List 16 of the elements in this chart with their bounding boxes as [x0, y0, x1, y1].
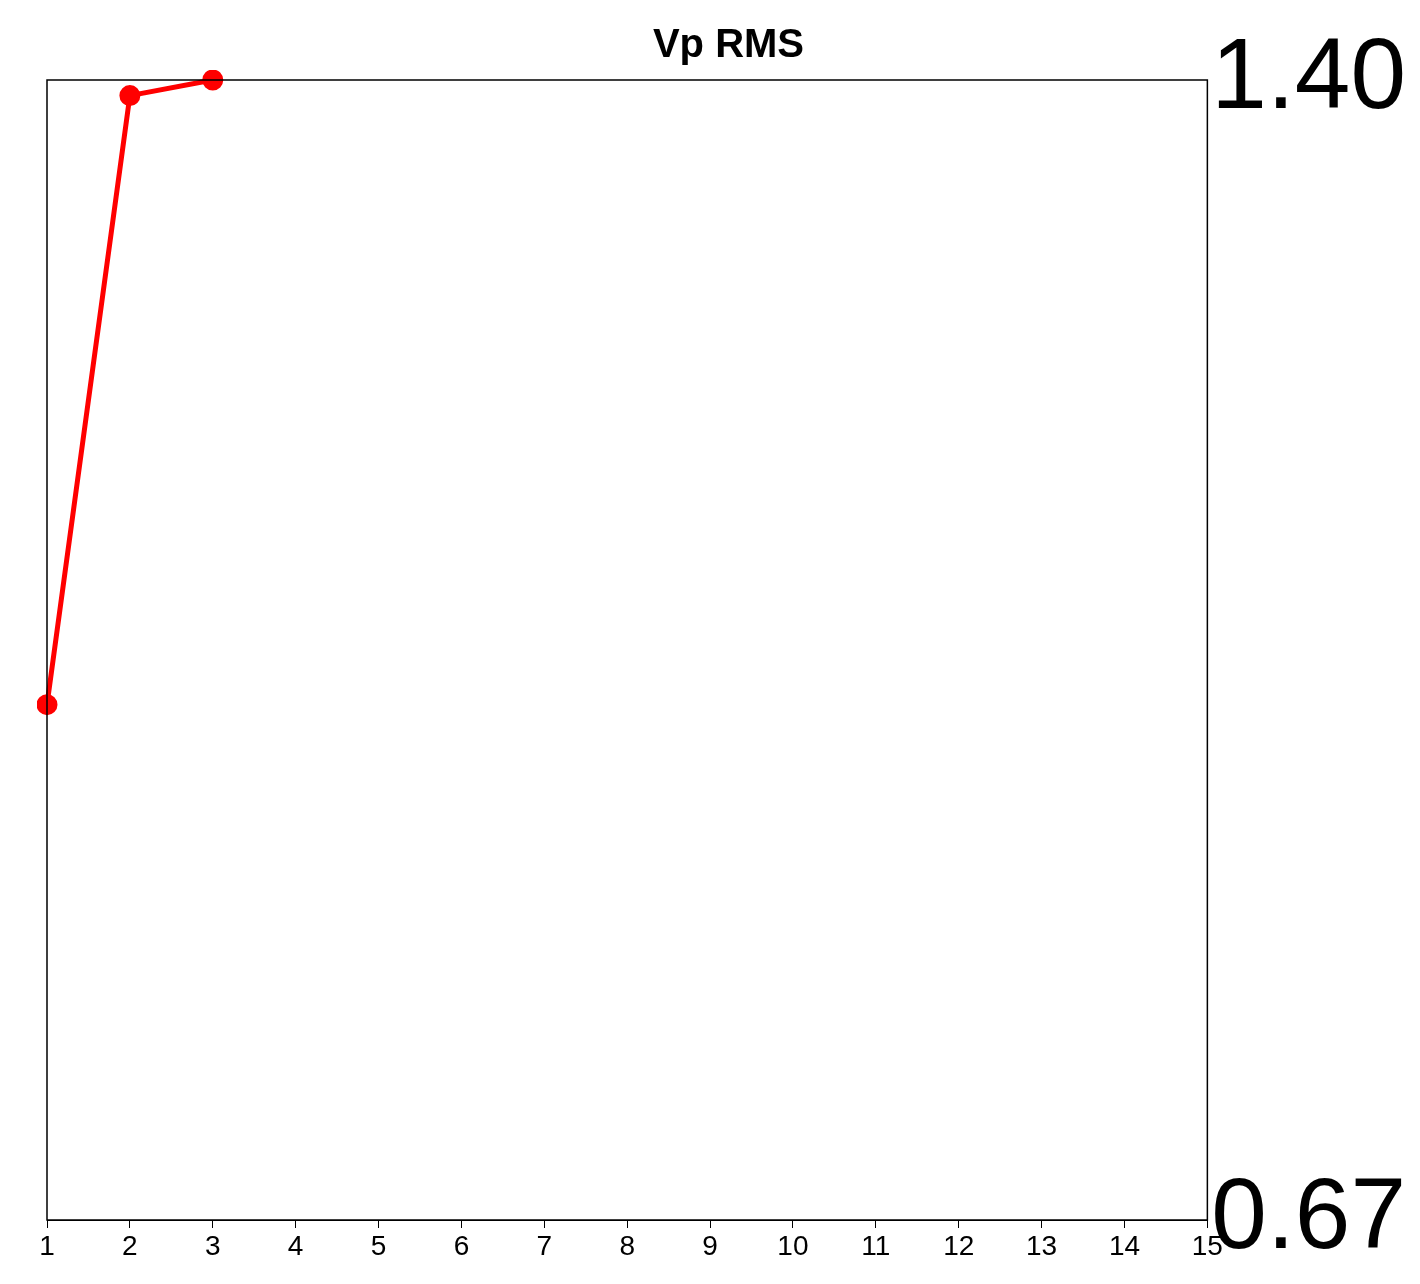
x-tick-label: 2: [122, 1229, 138, 1261]
x-tick-label: 4: [287, 1229, 304, 1261]
x-tick-label: 8: [619, 1229, 635, 1261]
x-tick-label: 3: [204, 1229, 221, 1261]
x-tick-label: 13: [1026, 1229, 1058, 1261]
x-tick-label: 7: [536, 1229, 553, 1261]
x-tick-label: 1: [39, 1229, 55, 1261]
x-tick-label: 11: [861, 1229, 891, 1261]
x-tick-label: 10: [777, 1229, 809, 1261]
y-tick-label: 1.40: [1211, 16, 1407, 129]
x-tick-label: 14: [1108, 1229, 1141, 1261]
x-tick-label: 5: [370, 1229, 387, 1261]
x-tick-label: 9: [702, 1229, 718, 1261]
x-tick-label: 6: [453, 1229, 470, 1261]
chart-title: Vp RMS: [652, 21, 805, 66]
x-tick-label: 12: [943, 1229, 975, 1261]
